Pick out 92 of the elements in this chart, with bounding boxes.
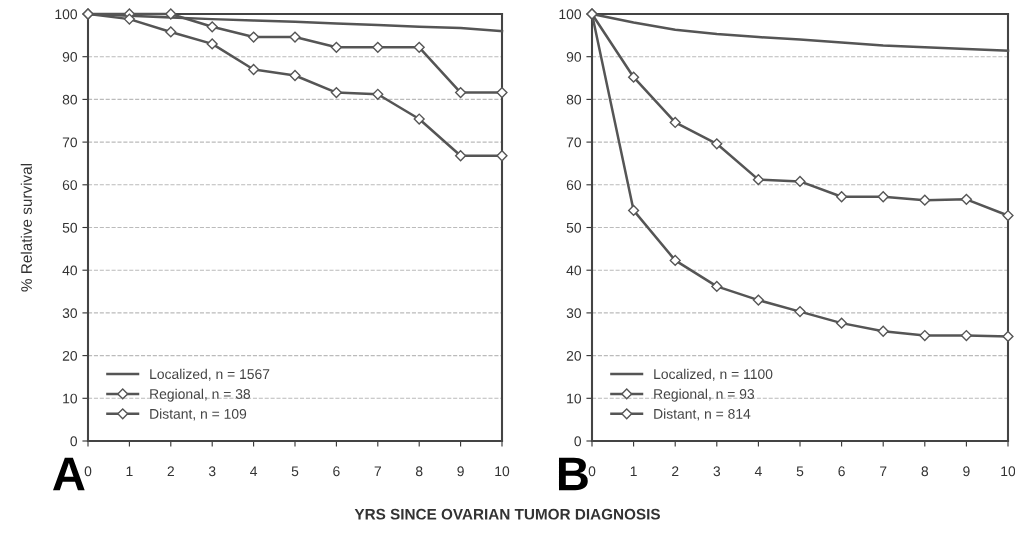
x-tick-label: 5 <box>796 466 804 477</box>
point <box>960 193 973 205</box>
y-tick-label: 70 <box>62 137 78 148</box>
x-tick-label: 6 <box>838 466 845 477</box>
point <box>454 86 467 99</box>
x-tick-label: 9 <box>457 466 464 477</box>
y-tick-label: 80 <box>566 94 582 105</box>
point <box>835 317 848 329</box>
point <box>123 13 136 25</box>
point <box>165 8 177 20</box>
point <box>711 138 723 150</box>
point <box>794 175 806 187</box>
point <box>752 174 765 186</box>
point <box>669 116 681 129</box>
point <box>627 204 640 217</box>
x-axis-title: YRS SINCE OVARIAN TUMOR DIAGNOSIS <box>354 508 660 520</box>
point <box>496 86 508 99</box>
point <box>627 71 640 83</box>
legend-label: Distant, n = 814 <box>654 408 751 421</box>
point <box>206 21 218 33</box>
x-tick-label: 10 <box>1001 466 1015 477</box>
x-tick-label: 8 <box>415 466 423 477</box>
x-tick-label: 7 <box>374 466 381 477</box>
point <box>496 150 508 162</box>
x-tick-label: 8 <box>921 466 929 477</box>
point <box>835 191 848 203</box>
x-tick-label: 0 <box>588 466 596 477</box>
point <box>247 63 260 76</box>
point <box>960 329 973 342</box>
point <box>330 86 343 99</box>
x-tick-label: 4 <box>754 466 762 477</box>
point <box>919 194 931 206</box>
y-tick-label: 0 <box>70 436 78 447</box>
x-tick-label: 0 <box>84 466 92 477</box>
point <box>794 306 806 318</box>
x-tick-label: 1 <box>126 466 133 477</box>
legend-label: Regional, n = 38 <box>150 388 251 402</box>
point <box>206 38 218 50</box>
y-tick-label: 30 <box>62 308 78 319</box>
x-tick-label: 9 <box>963 466 970 477</box>
y-tick-label: 60 <box>62 180 78 190</box>
x-tick-label: 1 <box>630 466 637 477</box>
x-tick-label: 2 <box>672 466 679 477</box>
y-tick-label: 10 <box>63 393 78 404</box>
legend-label: Localized, n = 1567 <box>150 368 270 381</box>
point <box>919 329 931 342</box>
y-tick-label: 20 <box>566 350 582 361</box>
legend-label: Localized, n = 1100 <box>654 368 773 381</box>
y-tick-label: 10 <box>567 393 582 404</box>
x-tick-label: 10 <box>495 466 510 477</box>
text: A <box>53 457 85 491</box>
point <box>289 69 301 82</box>
point <box>1002 330 1014 342</box>
y-tick-label: 60 <box>566 180 582 190</box>
point <box>877 191 889 203</box>
x-tick-label: 6 <box>333 466 340 477</box>
y-tick-label: 90 <box>62 52 78 62</box>
point <box>247 31 260 43</box>
point <box>165 26 177 38</box>
x-tick-label: 4 <box>250 466 258 477</box>
x-tick-label: 5 <box>291 466 299 477</box>
legend-label: Distant, n = 109 <box>150 408 247 421</box>
y-tick-label: 20 <box>62 350 78 361</box>
point <box>330 41 343 53</box>
point <box>372 41 384 53</box>
y-tick-label: 100 <box>55 9 78 20</box>
point <box>1002 209 1014 222</box>
point <box>711 280 723 293</box>
y-axis-title: % Relative survival <box>20 163 32 292</box>
legend-label: Regional, n = 93 <box>654 388 755 402</box>
point <box>454 150 467 162</box>
point <box>877 325 889 337</box>
y-tick-label: 90 <box>566 52 582 62</box>
text: B <box>558 457 588 491</box>
y-tick-label: 80 <box>62 94 78 105</box>
y-tick-label: 100 <box>559 9 582 20</box>
point <box>413 41 425 53</box>
y-tick-label: 70 <box>566 137 582 148</box>
y-tick-label: 0 <box>574 436 582 447</box>
point <box>752 294 765 306</box>
x-tick-label: 3 <box>208 466 216 477</box>
point <box>372 88 384 100</box>
y-tick-label: 50 <box>62 222 78 233</box>
y-tick-label: 50 <box>566 222 582 233</box>
point <box>413 113 425 125</box>
x-tick-label: 7 <box>880 466 887 477</box>
y-tick-label: 30 <box>566 308 582 319</box>
y-tick-label: 40 <box>62 265 78 276</box>
y-tick-label: 40 <box>566 265 582 276</box>
x-tick-label: 2 <box>167 466 174 477</box>
x-tick-label: 3 <box>713 466 721 477</box>
point <box>669 254 681 266</box>
